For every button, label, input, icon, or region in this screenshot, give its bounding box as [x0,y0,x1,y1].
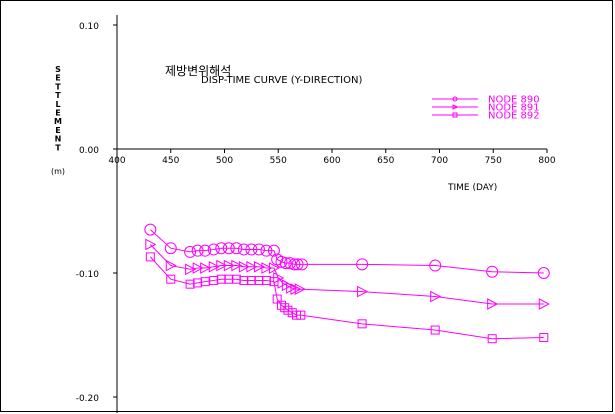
x-tick-label: 650 [377,156,394,166]
y-axis-label-letter: N [55,135,62,144]
legend-item: NODE 892 [432,111,540,122]
y-axis-label-letter: T [55,82,61,91]
y-tick-label: 0.00 [79,146,99,156]
y-tick-label: 0.10 [79,22,99,32]
x-tick-label: 400 [108,156,125,166]
y-tick-label: -0.10 [76,270,100,280]
x-tick-label: 800 [538,156,555,166]
y-tick-label: -0.20 [76,394,100,404]
y-axis-label-letter: S [55,65,61,74]
chart-title: DISP-TIME CURVE (Y-DIRECTION) [201,75,362,86]
x-tick-label: 600 [323,156,340,166]
series-group [145,224,549,343]
y-axis-label-letter: T [55,91,61,100]
x-tick-label: 750 [485,156,502,166]
y-axis-label-letter: M [54,117,62,126]
y-axis-label-letter: L [55,100,60,109]
y-axis-label-letter: E [55,126,60,135]
y-axis-label-letter: E [55,109,60,118]
x-tick-label: 700 [431,156,448,166]
y-axis-label-letter: T [55,143,61,152]
x-ticks: 400 450 500 550 600 650 700 750 800 [108,149,555,166]
x-axis-label: TIME (DAY) [447,183,497,193]
legend-label: NODE 892 [488,111,540,122]
x-tick-label: 450 [162,156,179,166]
y-axis-label-letter: E [55,74,60,83]
x-tick-label: 500 [216,156,233,166]
series-node-891 [146,239,549,309]
y-ticks: 0.10 0.00 -0.10 -0.20 [76,22,117,404]
y-axis-unit: (m) [51,167,65,176]
x-tick-label: 550 [270,156,287,166]
